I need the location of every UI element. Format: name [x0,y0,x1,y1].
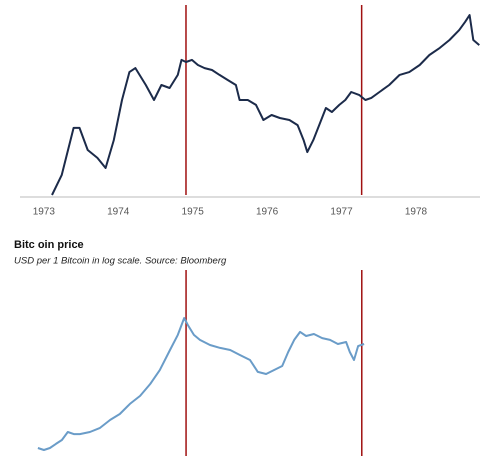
chart-subtitle: USD per 1 Bitcoin in log scale. Source: … [14,256,227,267]
x-tick-label: 1974 [107,207,130,218]
data-line [51,14,480,196]
x-tick-label: 1973 [33,207,56,218]
x-tick-label: 1976 [256,207,279,218]
x-tick-label: 1978 [405,207,428,218]
data-line [37,317,365,451]
chart-title: Bitc oin price [14,239,84,251]
x-tick-label: 1977 [330,207,353,218]
x-tick-label: 1975 [182,207,205,218]
